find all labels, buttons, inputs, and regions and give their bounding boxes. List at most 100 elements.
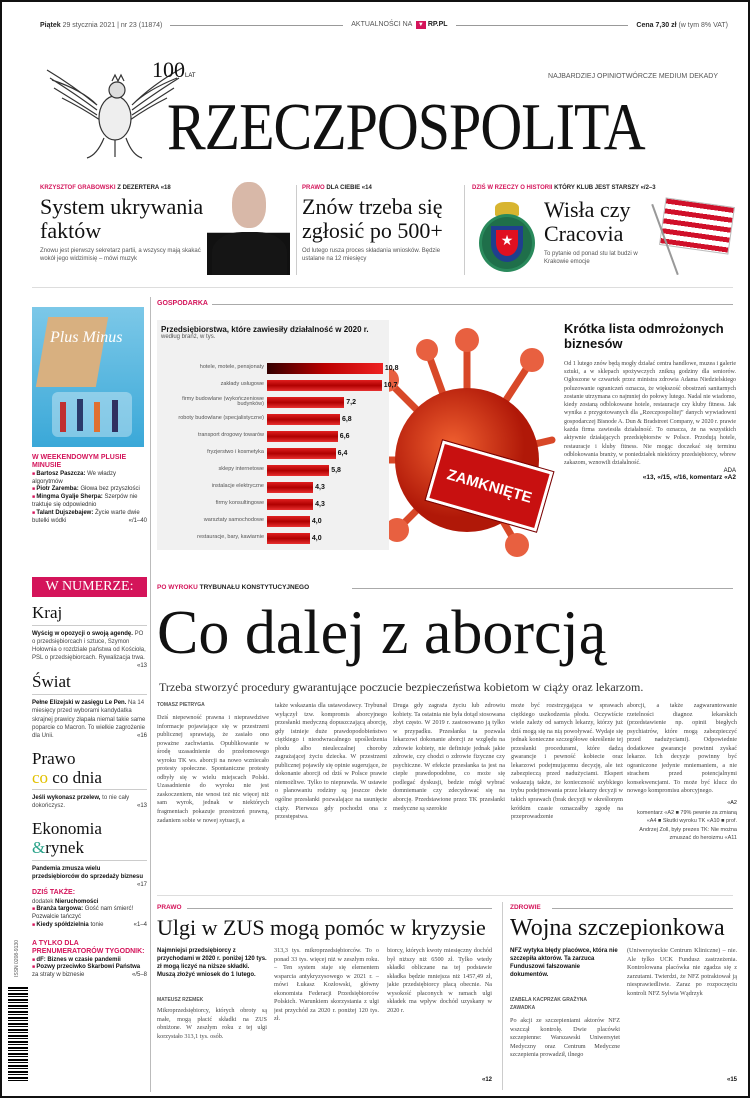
- item-bold: Branża targowa:: [36, 906, 84, 913]
- section-swiat[interactable]: Świat: [32, 672, 147, 696]
- section-title: Ekonomia: [32, 819, 102, 839]
- section-ekonomia[interactable]: Ekonomia &rynek: [32, 819, 147, 861]
- bar: [267, 498, 314, 510]
- face: [232, 182, 266, 228]
- article-title: Krótka lista odmrożonych biznesów: [564, 321, 724, 351]
- divider: [352, 588, 733, 589]
- bar-value-label: 4,3: [315, 500, 325, 508]
- bar-label: hotele, motele, pensjonaty: [199, 364, 264, 371]
- newspaper-title[interactable]: RZECZPOSPOLITA: [167, 89, 646, 165]
- kicker-accent: PRAWO: [302, 185, 325, 191]
- section-title-2: co dnia: [52, 767, 102, 787]
- ampersand: &: [32, 838, 46, 858]
- anniversary-badge: 100LAT: [152, 58, 196, 88]
- dzis-item[interactable]: Kiedy spółdzielnia tonie «1–4: [32, 922, 147, 930]
- supplement-name: Nieruchomości: [55, 899, 99, 906]
- bar-label: firmy konsultingowe: [215, 500, 264, 507]
- chart-title: Przedsiębiorstwa, które zawiesiły działa…: [161, 325, 369, 334]
- page-ref: «14: [361, 185, 372, 191]
- subscriber-item[interactable]: dF: Biznes w czasie pandemii: [32, 957, 147, 965]
- teaser-lead: To pytanie od ponad stu lat budzi w Krak…: [544, 251, 638, 266]
- plus-minus-cover[interactable]: Plus Minus: [32, 307, 144, 447]
- subscriber-item[interactable]: Pozwy przeciwko Skarbowi Państwa za stra…: [32, 964, 147, 980]
- lead-column: aborcji, a także zagwarantowanie rzeteln…: [627, 702, 737, 795]
- weekend-item[interactable]: Talant Dujszebajew: Życie warte dwie but…: [32, 510, 147, 526]
- kicker-accent: DZIŚ W RZECZY O HISTORII: [472, 185, 553, 191]
- teaser-lead: Od lutego rusza proces składania wnioskó…: [302, 248, 441, 263]
- page-ref: «/1–40: [128, 517, 147, 524]
- summary-text: to nie cały dokończysz.: [32, 795, 130, 810]
- sidebar-divider: [150, 297, 151, 1092]
- prawo-lead: Najmniejsi przedsiębiorcy z przychodami …: [157, 948, 267, 979]
- summary-bold: Wyścig w opozycji o swoją agendę.: [32, 631, 133, 637]
- teaser-grabowski[interactable]: KRZYSZTOF GRABOWSKI Z DEZERTERA «18 Syst…: [40, 185, 204, 264]
- bar: [267, 464, 330, 476]
- item-author: Piotr Zaremba:: [36, 486, 79, 493]
- issue-date: 29 stycznia 2021: [62, 21, 116, 29]
- item-text: Szerpów nie traktuje się odpowiednio: [32, 494, 138, 508]
- item-text: za straty w biznesie: [32, 972, 85, 979]
- swiat-summary: Pełne Elizejski w zasięgu Le Pen. Na 14 …: [32, 699, 147, 739]
- kraj-summary: Wyścig w opozycji o swoją agendę. PO o p…: [32, 630, 147, 669]
- bar: [267, 532, 310, 544]
- teaser-500plus[interactable]: PRAWO DLA CIEBIE «14 Znów trzeba się zgł…: [302, 185, 457, 264]
- issn-label: ISSN 0208-9130: [14, 940, 20, 977]
- wisla-crest-icon: ★: [477, 202, 537, 274]
- bar-label: fryzjerstwo i kosmetyka: [207, 449, 264, 456]
- teaser-wisla-text[interactable]: Wisła czy Cracovia To pytanie od ponad s…: [544, 194, 659, 267]
- lead-headline[interactable]: Co dalej z aborcją: [157, 599, 607, 667]
- lead-column: może być rozstrzygająca w sprawach ciężk…: [511, 702, 623, 821]
- bar-row: instalacje elektryczne 4,3: [157, 479, 325, 495]
- page-ref: «1–4: [133, 922, 147, 929]
- teaser-title: Wisła czy Cracovia: [544, 197, 631, 247]
- section-label-zdrowie: ZDROWIE: [510, 904, 541, 911]
- page-ref: «13: [136, 803, 147, 810]
- prawo-headline[interactable]: Ulgi w ZUS mogą pomóc w kryzysie: [157, 915, 486, 940]
- kicker-accent: PO WYROKU: [157, 584, 198, 591]
- item-text: tonie: [90, 922, 104, 929]
- bar-value-label: 7,2: [346, 398, 356, 406]
- dzis-item[interactable]: Branża targowa: Gość nam śmierć! Pozwalc…: [32, 906, 147, 922]
- chart-subtitle: według branż, w tys.: [161, 334, 216, 340]
- section-kraj[interactable]: Kraj: [32, 603, 147, 626]
- item-bold: dF: Biznes w czasie pandemii: [36, 956, 121, 963]
- bar-label: zakłady usługowe: [220, 381, 264, 388]
- bar: [267, 362, 383, 374]
- prawo-column: Mikroprzedsiębiorcy, których obroty są m…: [157, 1007, 267, 1040]
- divider: [502, 902, 503, 1090]
- prawo-author: MATEUSZ RZEMEK: [157, 997, 204, 1003]
- section-title-2: rynek: [45, 838, 84, 858]
- odmrozone-article[interactable]: Krótka lista odmrożonych biznesów Od 1 l…: [564, 321, 736, 482]
- page-ref: «13: [136, 663, 147, 670]
- ekonomia-summary: Pandemia zmusza wielu przedsiębiorców do…: [32, 865, 147, 888]
- page-refs: «13, «/15, «/16, komentarz «A2: [642, 474, 736, 482]
- weekend-item[interactable]: Mingma Gyalje Sherpa: Szerpów nie traktu…: [32, 494, 147, 510]
- divider: [464, 185, 465, 275]
- divider: [296, 185, 297, 275]
- zdrowie-lead: NFZ wytyka błędy placówce, która nie szc…: [510, 948, 618, 979]
- weekend-item[interactable]: Bartosz Paszcza: We władzy algorytmów: [32, 471, 147, 487]
- page-ref: «17: [136, 881, 147, 888]
- cracovia-flag-icon: [659, 197, 735, 255]
- section-prawo-co-dnia[interactable]: Prawo co co dnia: [32, 749, 147, 791]
- zdrowie-headline[interactable]: Wojna szczepionkowa: [510, 915, 725, 941]
- item-text: We władzy algorytmów: [32, 470, 117, 485]
- divider: [187, 908, 492, 909]
- prawo-column: 313,3 tys. mikroprzedsiębiorców. To o po…: [274, 947, 379, 1023]
- kicker-accent: KRZYSZTOF GRABOWSKI: [40, 185, 116, 191]
- bar-row: roboty budowlane (specjalistyczne) 6,8: [157, 411, 352, 427]
- zdrowie-last-column: (Uniwersyteckie Centrum Kliniczne) – nie…: [627, 947, 737, 1083]
- divider: [455, 24, 629, 26]
- item-text: Gość nam śmierć! Pozwalcie tańczyć: [32, 906, 134, 921]
- weekend-title: W WEEKENDOWYM PLUSIE MINUSIE: [32, 454, 127, 470]
- summary-bold: Jeśli wykonasz przelew,: [32, 795, 101, 802]
- item-text: Życie warte dwie butelki wódki: [32, 509, 140, 524]
- bar: [267, 481, 314, 493]
- weekend-item[interactable]: Piotr Zaremba: Głowa bez przyszłości: [32, 486, 147, 494]
- teaser-wisla[interactable]: DZIŚ W RZECZY O HISTORII KTÓRY KLUB JEST…: [472, 185, 737, 191]
- teaser-lead: Znowu jest pierwszy sekretarz partii, a …: [40, 248, 201, 263]
- bar: [267, 379, 382, 391]
- bar-value-label: 10,8: [384, 364, 399, 372]
- divider: [32, 287, 733, 288]
- rp-link[interactable]: RP.PL: [427, 21, 448, 28]
